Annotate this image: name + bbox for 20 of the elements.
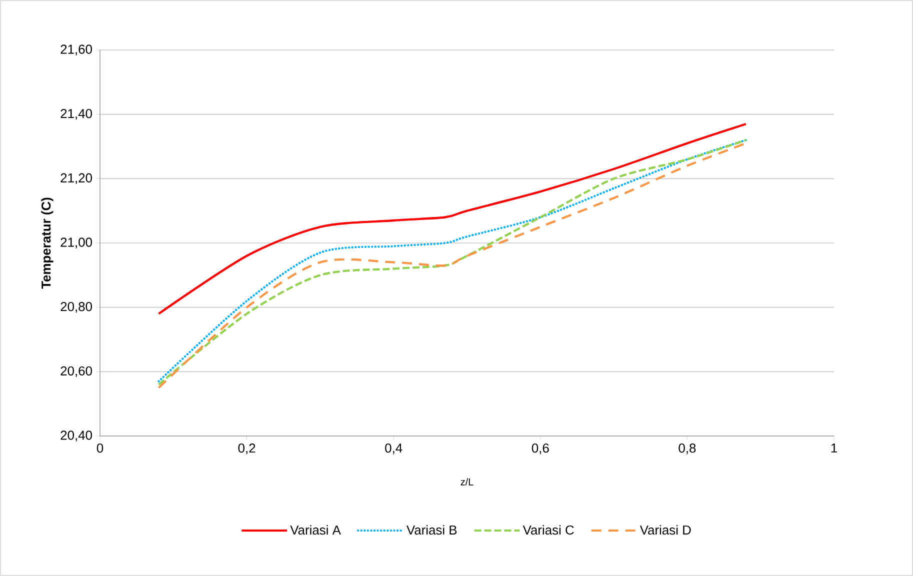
x-tick-label: 0,8 [678, 444, 696, 454]
legend-label: Variasi D [640, 525, 691, 535]
x-tick-label: 0,6 [532, 444, 549, 454]
y-tick-label: 21,00 [60, 238, 92, 248]
x-tick-label: 0,4 [385, 444, 402, 454]
y-tick-label: 21,20 [60, 173, 92, 184]
y-tick-label: 20,40 [60, 430, 92, 442]
legend-label: Variasi B [406, 525, 457, 535]
y-tick-label: 21,40 [60, 108, 92, 120]
y-axis-title: Temperatur (C) [41, 198, 54, 289]
y-tick-label: 20,80 [60, 302, 92, 313]
line-series [158, 122, 748, 315]
x-tick-label: 0,2 [238, 444, 256, 454]
x-tick-label: 0 [96, 444, 104, 453]
y-tick-label: 21,60 [60, 44, 92, 56]
legend-label: Variasi C [522, 525, 574, 535]
y-tick-label: 20,60 [60, 366, 92, 378]
legend-label: Variasi A [290, 525, 341, 535]
x-tick-label: 1 [831, 444, 837, 452]
x-axis-title: z/L [460, 478, 474, 486]
